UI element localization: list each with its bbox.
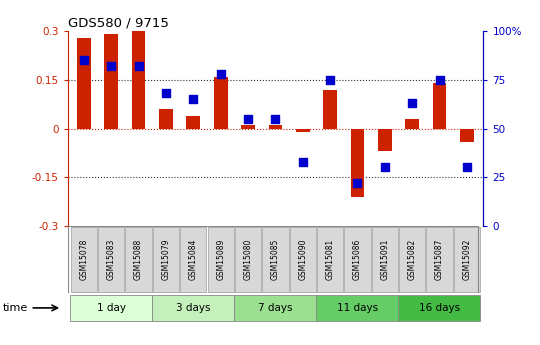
Bar [350,128,365,197]
Bar [159,109,173,128]
Text: GSM15086: GSM15086 [353,239,362,280]
Bar [296,128,309,132]
FancyBboxPatch shape [399,227,426,292]
FancyBboxPatch shape [153,227,179,292]
FancyBboxPatch shape [399,295,480,321]
Bar [214,77,227,128]
Bar [268,125,282,128]
Text: 3 days: 3 days [176,303,211,313]
Text: 16 days: 16 days [419,303,460,313]
Text: GSM15083: GSM15083 [107,239,116,280]
Text: GSM15090: GSM15090 [298,239,307,280]
Text: GSM15088: GSM15088 [134,239,143,280]
Bar [378,128,392,151]
Text: GSM15080: GSM15080 [244,239,253,280]
Text: 1 day: 1 day [97,303,126,313]
Point [353,180,362,186]
Point [381,165,389,170]
Text: 7 days: 7 days [258,303,293,313]
FancyBboxPatch shape [345,227,370,292]
Text: GSM15084: GSM15084 [189,239,198,280]
Bar [104,34,118,128]
FancyBboxPatch shape [98,227,124,292]
Text: GSM15082: GSM15082 [408,239,417,280]
FancyBboxPatch shape [180,227,206,292]
Text: GSM15089: GSM15089 [216,239,225,280]
FancyBboxPatch shape [125,227,152,292]
Bar [77,38,91,128]
FancyBboxPatch shape [71,227,97,292]
Bar [406,119,419,128]
Text: GSM15092: GSM15092 [462,239,471,280]
Text: GSM15087: GSM15087 [435,239,444,280]
Point [189,97,198,102]
FancyBboxPatch shape [234,295,316,321]
FancyBboxPatch shape [427,227,453,292]
FancyBboxPatch shape [70,295,152,321]
Point [408,100,416,106]
Text: GSM15079: GSM15079 [161,239,171,280]
FancyBboxPatch shape [317,227,343,292]
FancyBboxPatch shape [289,227,316,292]
Text: GDS580 / 9715: GDS580 / 9715 [68,17,168,30]
Point [107,63,116,69]
Bar [323,89,337,128]
Text: time: time [3,303,28,313]
Bar [241,125,255,128]
Bar [132,31,145,128]
Point [217,71,225,77]
FancyBboxPatch shape [235,227,261,292]
FancyBboxPatch shape [207,227,234,292]
Point [271,116,280,121]
Text: GSM15081: GSM15081 [326,239,335,280]
Point [299,159,307,165]
Bar [433,83,447,128]
Text: GSM15091: GSM15091 [380,239,389,280]
FancyBboxPatch shape [152,295,234,321]
Text: GSM15078: GSM15078 [79,239,89,280]
Point [134,63,143,69]
Text: 11 days: 11 days [337,303,378,313]
Point [161,91,170,96]
Bar [186,116,200,128]
FancyBboxPatch shape [316,295,398,321]
Text: GSM15085: GSM15085 [271,239,280,280]
Point [79,58,88,63]
FancyBboxPatch shape [372,227,398,292]
FancyBboxPatch shape [262,227,288,292]
Point [244,116,252,121]
Point [326,77,334,82]
Bar [460,128,474,141]
Point [463,165,471,170]
Point [435,77,444,82]
FancyBboxPatch shape [454,227,480,292]
